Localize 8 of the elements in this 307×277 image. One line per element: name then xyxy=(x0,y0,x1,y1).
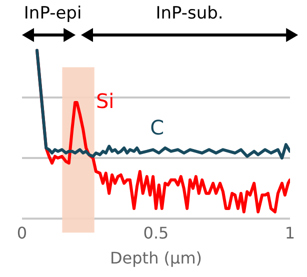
x-tick-label: 1 xyxy=(284,223,296,242)
text: InP-epi xyxy=(24,3,82,24)
text: InP-sub. xyxy=(156,3,224,24)
x-tick-label: 0 xyxy=(16,223,28,242)
series-label: Si xyxy=(96,88,114,113)
x-tick-label: 0.5 xyxy=(143,223,169,242)
x-axis-title: Depth (μm) xyxy=(110,248,202,268)
series-label: C xyxy=(150,116,164,140)
